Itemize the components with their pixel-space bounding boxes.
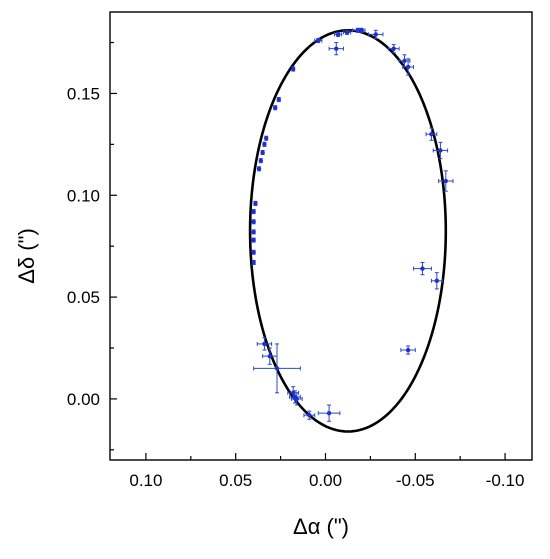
data-point xyxy=(258,158,264,164)
point-marker xyxy=(262,142,267,147)
data-point xyxy=(432,141,449,160)
y-tick-label: 0.00 xyxy=(67,390,100,409)
point-marker xyxy=(251,237,256,243)
fit-ellipse xyxy=(248,29,448,433)
point-marker xyxy=(258,158,264,163)
data-point xyxy=(251,209,256,215)
point-marker xyxy=(334,46,339,51)
data-point xyxy=(425,127,438,141)
data-point xyxy=(398,54,411,68)
point-marker xyxy=(256,166,262,171)
point-marker xyxy=(438,148,443,153)
data-point xyxy=(333,31,343,37)
point-marker xyxy=(344,30,350,35)
point-marker xyxy=(251,260,256,265)
x-tick-label: -0.10 xyxy=(486,471,525,490)
point-marker xyxy=(434,278,440,283)
data-point xyxy=(276,97,281,103)
point-marker xyxy=(262,341,267,347)
data-point xyxy=(253,200,258,206)
data-point xyxy=(251,249,256,255)
data-point xyxy=(256,337,273,351)
point-marker xyxy=(335,32,341,37)
point-marker xyxy=(294,396,299,402)
point-marker xyxy=(307,413,312,418)
y-tick-label: 0.05 xyxy=(67,288,100,307)
point-marker xyxy=(273,105,278,110)
data-points xyxy=(251,27,454,422)
point-marker xyxy=(316,38,321,43)
x-tick-label: 0.10 xyxy=(129,471,162,490)
data-point xyxy=(273,105,278,111)
point-marker xyxy=(326,410,332,416)
data-point xyxy=(328,42,344,56)
x-tick-label: 0.05 xyxy=(219,471,252,490)
x-tick-label: 0.00 xyxy=(309,471,342,490)
y-tick-label: 0.15 xyxy=(67,84,100,103)
data-point xyxy=(290,66,296,72)
point-marker xyxy=(290,66,296,72)
data-point xyxy=(264,135,269,141)
data-point xyxy=(438,170,454,192)
point-marker xyxy=(402,58,407,64)
point-marker xyxy=(267,353,273,359)
point-marker xyxy=(405,64,411,70)
data-point xyxy=(290,392,303,406)
x-axis: 0.10 0.05 0.00 -0.05 -0.10 xyxy=(129,453,524,490)
data-point xyxy=(253,343,301,394)
y-tick-label: 0.10 xyxy=(67,186,100,205)
data-point xyxy=(400,345,416,355)
x-axis-title: Δα (") xyxy=(293,514,349,539)
data-point xyxy=(251,229,256,235)
point-marker xyxy=(391,46,396,51)
data-point xyxy=(289,390,301,404)
point-marker xyxy=(359,28,364,33)
data-point xyxy=(317,404,341,422)
point-marker xyxy=(251,219,256,224)
data-point xyxy=(342,29,352,35)
point-marker xyxy=(443,178,449,184)
data-point xyxy=(251,237,256,243)
point-marker xyxy=(251,209,256,214)
point-marker xyxy=(429,131,434,137)
data-point xyxy=(303,410,316,420)
point-marker xyxy=(405,347,411,353)
point-marker xyxy=(253,201,258,206)
point-marker xyxy=(251,250,256,255)
y-axis: 0.00 0.05 0.10 0.15 xyxy=(67,41,117,451)
data-point xyxy=(412,261,432,276)
data-point xyxy=(251,259,256,266)
x-tick-label: -0.05 xyxy=(396,471,435,490)
data-point xyxy=(430,272,443,290)
data-point xyxy=(256,166,262,172)
point-marker xyxy=(260,150,265,155)
y-axis-title: Δδ (") xyxy=(14,228,39,284)
data-point xyxy=(314,37,323,44)
data-point xyxy=(368,29,384,39)
point-marker xyxy=(264,136,269,141)
point-marker xyxy=(420,266,425,271)
data-point xyxy=(262,141,267,147)
data-point xyxy=(387,44,400,54)
point-marker xyxy=(290,390,296,395)
data-point xyxy=(260,149,265,156)
point-marker xyxy=(274,366,280,371)
data-point xyxy=(357,27,366,33)
data-point xyxy=(251,219,256,225)
plot-frame xyxy=(109,11,533,461)
point-marker xyxy=(251,229,256,235)
point-marker xyxy=(276,97,281,102)
point-marker xyxy=(373,32,378,37)
data-point xyxy=(402,58,414,76)
